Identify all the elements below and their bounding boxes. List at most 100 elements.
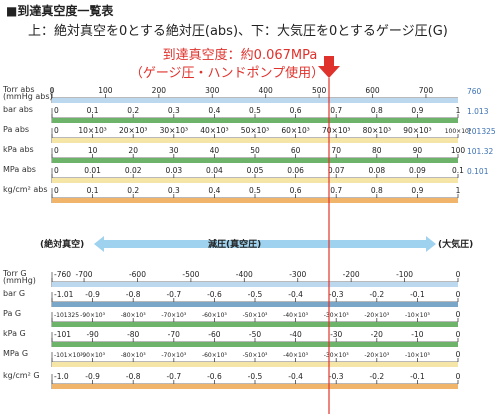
label-absolute-vacuum: (絶対真空)	[40, 238, 84, 250]
abs-tick-label: 70	[331, 146, 341, 155]
abs-scale-label: bar abs	[3, 105, 33, 114]
gauge-tick-label: -70×10³	[161, 312, 186, 319]
gauge-tick-label: -50×10³	[243, 352, 268, 359]
middle-band: (絶対真空) 減圧(真空圧) (大気圧)	[40, 236, 473, 252]
gauge-tick-label: -0.5	[248, 290, 263, 299]
gauge-tick-label: -0.3	[329, 290, 344, 299]
marker-down-arrow-icon	[318, 56, 340, 78]
abs-tick-label: 0.04	[206, 166, 223, 175]
gauge-tick-label: -500	[182, 270, 199, 279]
abs-tick-label: 90	[413, 146, 423, 155]
gauge-tick-label: -80×10³	[121, 352, 146, 359]
gauge-tick-label: 0	[456, 350, 461, 359]
page-subtitle: 上：絶対真空を0とする絶対圧(abs)、下：大気圧を0とするゲージ圧(G)	[28, 24, 448, 39]
gauge-tick-label: -50×10³	[243, 312, 268, 319]
label-reduced-pressure: 減圧(真空圧)	[208, 238, 261, 250]
abs-tick-label: 0.1	[87, 106, 99, 115]
abs-tick-label: 0.02	[125, 166, 142, 175]
abs-tick-label: 0.4	[208, 186, 220, 195]
gauge-scale-band	[52, 282, 458, 287]
abs-tick-label: 0.06	[287, 166, 304, 175]
label-atmospheric: (大気圧)	[438, 238, 473, 250]
gauge-tick-label: -0.8	[126, 372, 141, 381]
gauge-tick-label: -0.2	[369, 372, 384, 381]
gauge-tick-label: -70	[168, 330, 180, 339]
gauge-tick-label: -0.8	[126, 290, 141, 299]
gauge-tick-label: 0	[456, 290, 461, 299]
gauge-tick-label: -60×10³	[202, 352, 227, 359]
gauge-tick-label: -0.6	[207, 372, 222, 381]
gauge-scale-sublabel: (mmHg)	[3, 276, 36, 285]
abs-tick-label: 60	[291, 146, 301, 155]
abs-scale-end-value: 0.101	[467, 167, 489, 176]
abs-scale-end-value: 760	[467, 87, 482, 96]
abs-scale-sublabel: (mmHg abs)	[3, 92, 53, 101]
abs-tick-label: 0.4	[208, 106, 220, 115]
gauge-tick-label: -0.7	[166, 372, 181, 381]
gauge-tick-label: -0.3	[329, 372, 344, 381]
gauge-tick-label: -100	[396, 270, 413, 279]
abs-tick-label: 20×10³	[119, 126, 147, 135]
abs-tick-label: 0.08	[368, 166, 385, 175]
gauge-tick-label: -40	[289, 330, 301, 339]
abs-tick-label: 30×10³	[160, 126, 188, 135]
abs-scale-label: kPa abs	[3, 145, 34, 154]
abs-scale-label: MPa abs	[3, 165, 36, 174]
abs-scale-band	[52, 198, 458, 203]
gauge-tick-label: -10	[411, 330, 423, 339]
gauge-tick-label: -0.4	[288, 290, 303, 299]
abs-tick-label: 100×10³	[445, 128, 472, 135]
gauge-tick-label: 0	[456, 270, 461, 279]
gauge-tick-label: 0	[456, 310, 461, 319]
abs-tick-label: 0	[54, 186, 59, 195]
abs-tick-label: 0.1	[452, 166, 464, 175]
gauge-tick-label: -1.0	[54, 372, 69, 381]
abs-tick-label: 30	[169, 146, 179, 155]
gauge-tick-label: -60	[208, 330, 220, 339]
abs-tick-label: 400	[259, 86, 274, 95]
abs-tick-label: 0	[50, 86, 55, 95]
gauge-tick-label: -400	[236, 270, 253, 279]
gauge-tick-label: 0	[456, 330, 461, 339]
gauge-tick-label: -70×10³	[161, 352, 186, 359]
abs-tick-label: 80	[372, 146, 382, 155]
abs-tick-label: 0.1	[87, 186, 99, 195]
scale-rows: Torr abs(mmHg abs)0 100 200 300 400 500 600 700…	[2, 85, 496, 389]
abs-tick-label: 0.6	[290, 106, 302, 115]
gauge-scale-label: kPa G	[3, 329, 26, 338]
vacuum-note-line2: （ゲージ圧・ハンドポンプ使用）	[129, 66, 325, 81]
abs-scale-band	[52, 178, 458, 183]
abs-tick-label: 0.3	[168, 106, 180, 115]
abs-tick-label: 100	[98, 86, 113, 95]
abs-tick-label: 700	[419, 86, 434, 95]
gauge-tick-label: -90	[86, 330, 98, 339]
gauge-tick-label: -20×10³	[364, 352, 389, 359]
abs-tick-label: 600	[365, 86, 380, 95]
gauge-scale-band	[52, 362, 458, 367]
abs-tick-label: 70×10³	[322, 126, 350, 135]
abs-tick-label: 0.01	[84, 166, 101, 175]
abs-tick-label: 10	[88, 146, 98, 155]
abs-tick-label: 0.7	[330, 186, 342, 195]
abs-tick-label: 0.8	[371, 106, 383, 115]
page-title: ■到達真空度一覧表	[6, 4, 114, 18]
gauge-tick-label: -200	[343, 270, 360, 279]
abs-scale-band	[52, 158, 458, 163]
gauge-scale-band	[52, 302, 458, 307]
gauge-tick-label: -0.9	[85, 372, 100, 381]
gauge-tick-label: -20	[371, 330, 383, 339]
abs-scale-label: Pa abs	[3, 125, 29, 134]
abs-scale-band	[52, 98, 458, 103]
gauge-scale-band	[52, 322, 458, 327]
abs-tick-label: 20	[128, 146, 138, 155]
abs-tick-label: 0.6	[290, 186, 302, 195]
abs-scale-label: kg/cm² abs	[3, 185, 48, 194]
gauge-tick-label: -0.1	[410, 290, 425, 299]
gauge-tick-label: -0.1	[410, 372, 425, 381]
abs-tick-label: 40×10³	[200, 126, 228, 135]
abs-tick-label: 40	[210, 146, 220, 155]
gauge-tick-label: -40×10³	[283, 352, 308, 359]
gauge-tick-label: -40×10³	[283, 312, 308, 319]
abs-tick-label: 100	[451, 146, 466, 155]
abs-tick-label: 0.2	[127, 106, 139, 115]
